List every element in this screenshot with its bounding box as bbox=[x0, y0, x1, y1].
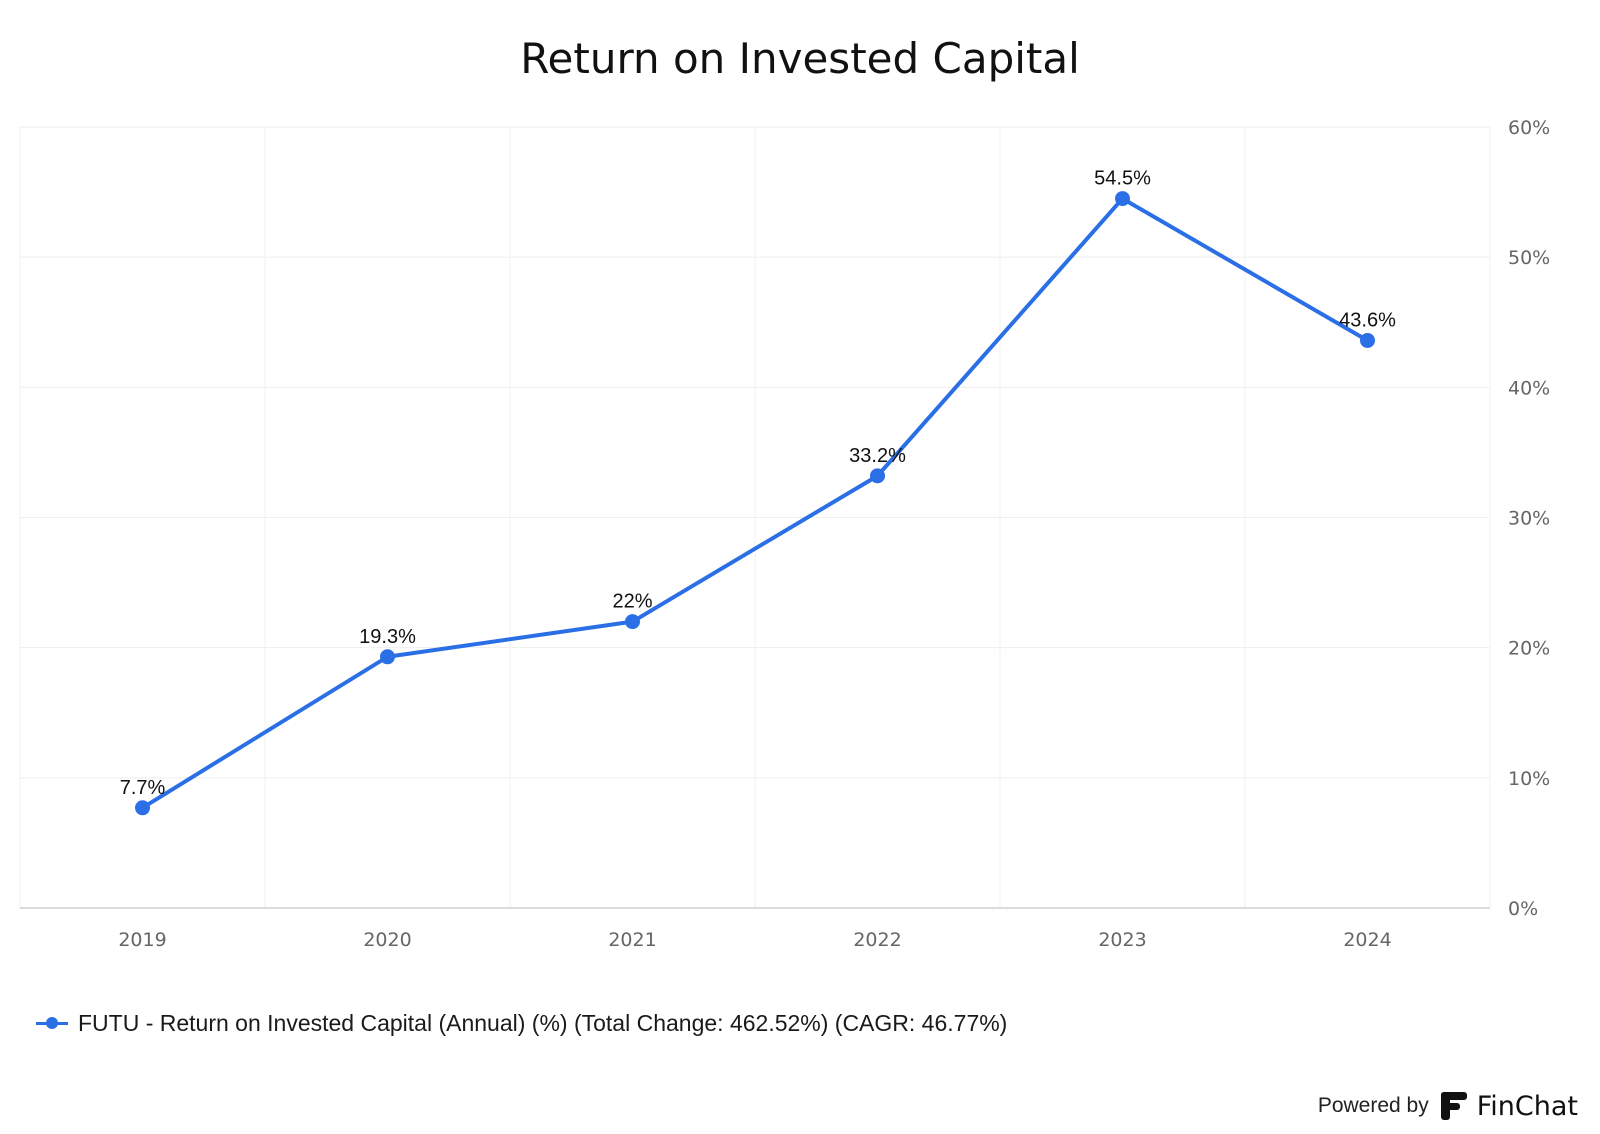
data-label: 54.5% bbox=[1094, 168, 1151, 190]
data-point bbox=[625, 614, 640, 630]
legend-label: FUTU - Return on Invested Capital (Annua… bbox=[78, 1009, 1008, 1036]
y-tick-label: 20% bbox=[1508, 638, 1550, 660]
legend-marker-icon bbox=[36, 1013, 68, 1033]
axes: 0% 10% 20% 30% 40% 50% 60% 2019 2020 2021 2022 2023… bbox=[20, 117, 1550, 951]
x-tick-label: 2023 bbox=[1098, 929, 1146, 951]
data-point bbox=[870, 468, 885, 484]
legend[interactable]: FUTU - Return on Invested Capital (Annua… bbox=[36, 1005, 1007, 1041]
data-point bbox=[1115, 191, 1130, 207]
brand-name: FinChat bbox=[1476, 1090, 1578, 1122]
data-labels: 7.7% 19.3% 22% 33.2% 54.5% 43.6% bbox=[120, 168, 1396, 799]
data-label: 7.7% bbox=[120, 777, 166, 799]
x-tick-label: 2019 bbox=[118, 929, 166, 951]
data-point bbox=[135, 800, 150, 816]
series-line-path bbox=[140, 196, 1370, 810]
data-point bbox=[380, 649, 395, 665]
y-tick-label: 10% bbox=[1508, 768, 1550, 790]
data-point bbox=[1360, 332, 1375, 348]
x-tick-label: 2022 bbox=[853, 929, 901, 951]
data-label: 43.6% bbox=[1339, 309, 1396, 331]
powered-by-badge[interactable]: Powered by FinChat bbox=[1318, 1086, 1578, 1126]
powered-by-text: Powered by bbox=[1317, 1094, 1429, 1117]
chart-title: Return on Invested Capital bbox=[520, 34, 1080, 83]
line-chart: 0% 10% 20% 30% 40% 50% 60% 2019 2020 2021 2022 2023… bbox=[19, 117, 1550, 951]
series-line bbox=[135, 191, 1375, 816]
grid-lines bbox=[19, 126, 1491, 908]
data-label: 19.3% bbox=[359, 626, 416, 648]
x-tick-label: 2021 bbox=[608, 929, 656, 951]
finchat-logo-icon bbox=[1440, 1092, 1467, 1120]
y-tick-label: 50% bbox=[1508, 247, 1550, 269]
y-tick-label: 40% bbox=[1508, 377, 1550, 399]
data-label: 22% bbox=[612, 591, 652, 613]
y-tick-label: 60% bbox=[1508, 117, 1550, 139]
x-tick-label: 2020 bbox=[363, 929, 411, 951]
y-tick-label: 30% bbox=[1508, 508, 1550, 530]
x-tick-label: 2024 bbox=[1343, 929, 1391, 951]
data-label: 33.2% bbox=[849, 445, 906, 467]
y-tick-label: 0% bbox=[1508, 898, 1538, 920]
